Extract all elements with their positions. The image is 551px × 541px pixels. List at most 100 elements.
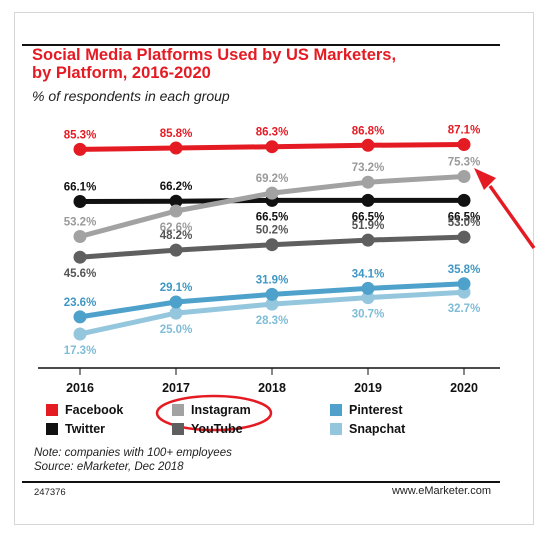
- chart-title: Social Media Platforms Used by US Market…: [32, 46, 502, 82]
- data-point-facebook-2019: [361, 138, 375, 152]
- legend-label-twitter: Twitter: [65, 422, 106, 436]
- legend-swatch-twitter: [46, 423, 58, 435]
- data-point-pinterest-2016: [73, 310, 87, 324]
- data-label-youtube-2016: 45.6%: [64, 268, 97, 280]
- data-label-twitter-2016: 66.1%: [64, 182, 97, 194]
- data-label-pinterest-2017: 29.1%: [160, 282, 193, 294]
- data-label-youtube-2017: 48.2%: [160, 230, 193, 242]
- chart-id: 247376: [34, 487, 66, 498]
- data-point-snapchat-2017: [169, 306, 183, 320]
- series-pinterest: [73, 277, 471, 324]
- series-facebook: [73, 138, 471, 156]
- data-label-pinterest-2016: 23.6%: [64, 297, 97, 309]
- footnote-note: Note: companies with 100+ employees: [34, 447, 232, 459]
- data-point-pinterest-2020: [457, 277, 471, 291]
- data-label-snapchat-2016: 17.3%: [64, 345, 97, 357]
- series-youtube: [73, 230, 471, 264]
- data-label-youtube-2019: 51.9%: [352, 220, 385, 232]
- data-label-youtube-2020: 53.0%: [448, 217, 481, 229]
- footnote-source: Source: eMarketer, Dec 2018: [34, 460, 184, 473]
- data-point-instagram-2018: [265, 186, 279, 200]
- legend-swatch-youtube: [172, 423, 184, 435]
- data-point-twitter-2017: [169, 194, 183, 208]
- legend-label-instagram: Instagram: [191, 403, 251, 417]
- data-label-instagram-2016: 53.2%: [64, 217, 97, 229]
- data-label-twitter-2019: 66.5%: [352, 211, 385, 223]
- data-point-instagram-2017: [169, 204, 183, 218]
- data-label-instagram-2018: 69.2%: [256, 173, 289, 185]
- data-point-facebook-2017: [169, 141, 183, 155]
- data-label-twitter-2018: 66.5%: [256, 211, 289, 223]
- data-point-youtube-2018: [265, 238, 279, 252]
- data-point-twitter-2020: [457, 193, 471, 207]
- chart-title-line-2: by Platform, 2016-2020: [32, 64, 211, 82]
- data-point-pinterest-2017: [169, 295, 183, 309]
- x-tick-label-2018: 2018: [258, 381, 286, 395]
- data-point-facebook-2016: [73, 142, 87, 156]
- data-label-instagram-2017: 62.6%: [160, 222, 193, 234]
- data-label-facebook-2017: 85.8%: [160, 128, 193, 140]
- data-label-instagram-2020: 75.3%: [448, 157, 481, 169]
- legend-swatch-pinterest: [330, 404, 342, 416]
- data-point-instagram-2020: [457, 170, 471, 183]
- data-label-facebook-2019: 86.8%: [352, 125, 385, 137]
- legend-item-youtube: YouTube: [172, 422, 243, 436]
- data-label-twitter-2020: 66.5%: [448, 211, 481, 223]
- top-rule: [22, 44, 500, 46]
- series-twitter: [73, 193, 471, 208]
- x-tick-label-2016: 2016: [66, 381, 94, 395]
- chart-subtitle: % of respondents in each group: [32, 88, 230, 104]
- chart-title-line-1: Social Media Platforms Used by US Market…: [32, 46, 397, 64]
- legend-label-facebook: Facebook: [65, 403, 124, 417]
- data-point-pinterest-2018: [265, 287, 279, 301]
- x-tick-label-2020: 2020: [450, 381, 478, 395]
- data-point-snapchat-2019: [361, 291, 375, 305]
- series-instagram: [73, 170, 471, 243]
- x-tick-label-2017: 2017: [162, 381, 190, 395]
- data-point-pinterest-2019: [361, 281, 375, 295]
- data-point-instagram-2019: [361, 175, 375, 189]
- data-label-pinterest-2018: 31.9%: [256, 274, 289, 286]
- legend-swatch-facebook: [46, 404, 58, 416]
- legend-item-snapchat: Snapchat: [330, 422, 405, 436]
- data-label-snapchat-2019: 30.7%: [352, 309, 385, 321]
- chart-frame: [14, 12, 534, 525]
- data-label-pinterest-2019: 34.1%: [352, 268, 385, 280]
- annotation-circle-instagram: [155, 394, 273, 432]
- footnote: Note: companies with 100+ employees Sour…: [34, 447, 232, 474]
- data-label-instagram-2019: 73.2%: [352, 162, 385, 174]
- data-label-snapchat-2018: 28.3%: [256, 315, 289, 327]
- data-label-facebook-2016: 85.3%: [64, 129, 97, 141]
- legend-item-facebook: Facebook: [46, 403, 123, 417]
- data-label-facebook-2018: 86.3%: [256, 127, 289, 139]
- data-label-snapchat-2017: 25.0%: [160, 324, 193, 336]
- data-point-facebook-2018: [265, 140, 279, 154]
- brand-link[interactable]: www.eMarketer.com: [391, 485, 491, 497]
- annotation-arrow-head: [474, 168, 496, 190]
- data-label-facebook-2020: 87.1%: [448, 125, 481, 137]
- data-point-youtube-2016: [73, 250, 87, 264]
- legend-swatch-snapchat: [330, 423, 342, 435]
- x-tick-label-2019: 2019: [354, 381, 382, 395]
- legend-label-pinterest: Pinterest: [349, 403, 403, 417]
- legend-item-instagram: Instagram: [172, 403, 251, 417]
- data-point-snapchat-2016: [73, 327, 87, 341]
- bottom-rule: [22, 481, 500, 483]
- data-point-youtube-2017: [169, 243, 183, 257]
- data-point-snapchat-2018: [265, 297, 279, 311]
- data-label-twitter-2017: 66.2%: [160, 181, 193, 193]
- data-point-instagram-2016: [73, 230, 87, 243]
- annotation-arrow-shaft: [488, 184, 536, 250]
- data-point-facebook-2020: [457, 138, 471, 151]
- legend-item-twitter: Twitter: [46, 422, 105, 436]
- data-point-twitter-2016: [73, 195, 87, 208]
- legend-swatch-instagram: [172, 404, 184, 416]
- data-label-pinterest-2020: 35.8%: [448, 264, 481, 276]
- data-point-youtube-2019: [361, 233, 375, 247]
- data-point-twitter-2019: [361, 193, 375, 207]
- legend-item-pinterest: Pinterest: [330, 403, 403, 417]
- data-label-snapchat-2020: 32.7%: [448, 303, 481, 315]
- legend-label-youtube: YouTube: [191, 422, 243, 436]
- data-point-youtube-2020: [457, 230, 471, 244]
